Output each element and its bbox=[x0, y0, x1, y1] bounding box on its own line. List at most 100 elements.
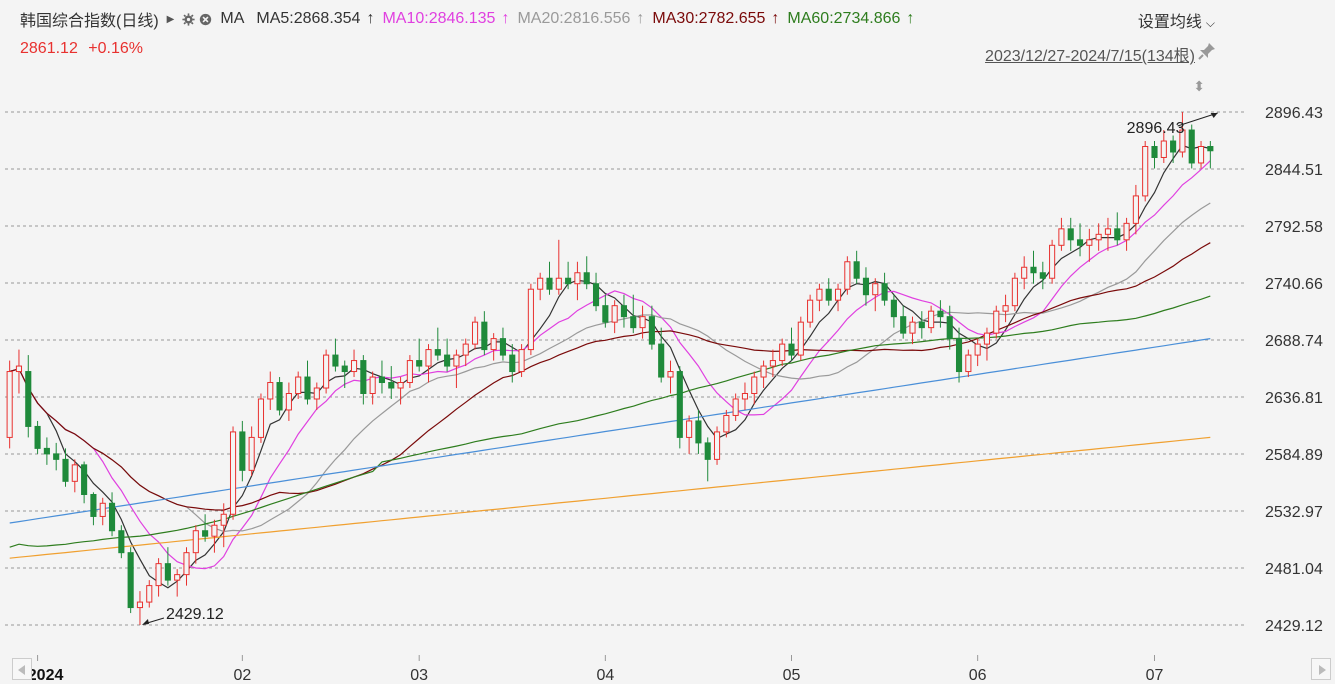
candle-body bbox=[192, 530, 199, 554]
ma10-line bbox=[9, 160, 1211, 570]
ma120-line bbox=[9, 338, 1211, 524]
candle-body bbox=[983, 332, 991, 345]
candle-body bbox=[397, 382, 404, 389]
candle-body bbox=[834, 288, 842, 301]
candle-body bbox=[81, 464, 88, 495]
candle-body bbox=[862, 277, 870, 296]
candle-body bbox=[1021, 266, 1028, 279]
candle-body bbox=[751, 376, 758, 395]
candle-body bbox=[555, 277, 562, 290]
x-tick-label: 02 bbox=[233, 667, 251, 684]
candle-body bbox=[1160, 140, 1167, 158]
candle-body bbox=[537, 277, 544, 290]
ma250-line bbox=[9, 436, 1211, 559]
candle-body bbox=[1039, 272, 1046, 279]
date-range[interactable]: 2023/12/27-2024/7/15(134根) bbox=[985, 48, 1195, 65]
gear-icon[interactable] bbox=[182, 12, 195, 26]
quote-line: 2861.12 +0.16% bbox=[20, 40, 143, 58]
candle-body bbox=[881, 283, 888, 301]
candle-body bbox=[1076, 239, 1084, 246]
close-icon[interactable] bbox=[199, 13, 212, 26]
ma-settings-button[interactable]: 设置均线 ⌵ bbox=[1138, 8, 1215, 32]
candle-body bbox=[15, 365, 23, 373]
candle-body bbox=[378, 376, 386, 384]
candle-body bbox=[1104, 228, 1112, 235]
chart-header: 韩国综合指数(日线) ▶ MA MA5:2868.354 ↑ MA10:2846.… bbox=[20, 8, 922, 30]
last-price: 2861.12 bbox=[20, 40, 78, 57]
candle-body bbox=[686, 420, 693, 438]
candle-body bbox=[118, 530, 125, 554]
vertical-resize-icon[interactable]: ⬍ bbox=[1193, 78, 1205, 94]
candle-body bbox=[639, 316, 646, 329]
time-scrollbar[interactable] bbox=[32, 663, 1311, 675]
x-tick-label: 07 bbox=[1146, 667, 1164, 684]
candle-body bbox=[797, 321, 804, 356]
ma20-value: MA20:2816.556 bbox=[517, 10, 631, 27]
ma30-line bbox=[9, 242, 1211, 511]
candle-body bbox=[453, 354, 460, 367]
candle-body bbox=[1151, 146, 1158, 158]
candle-body bbox=[816, 288, 823, 301]
candle-body bbox=[127, 552, 134, 609]
candle-body bbox=[807, 299, 814, 323]
ma20-line bbox=[9, 202, 1211, 533]
up-arrow-icon: ↑ bbox=[501, 10, 510, 27]
candle-body bbox=[676, 371, 683, 438]
candle-body bbox=[928, 310, 935, 329]
candle-body bbox=[1207, 146, 1214, 152]
pin-icon[interactable] bbox=[1197, 41, 1217, 61]
candle-body bbox=[518, 349, 525, 373]
ma60-line bbox=[9, 295, 1211, 548]
candle-body bbox=[658, 343, 665, 378]
ma-item-10: MA10:2846.135 ↑ bbox=[382, 10, 517, 28]
y-tick-label: 2584.89 bbox=[1265, 447, 1323, 464]
expand-triangle-icon[interactable]: ▶ bbox=[166, 13, 175, 25]
candle-body bbox=[146, 585, 153, 603]
candle-body bbox=[583, 272, 590, 285]
up-arrow-icon: ↑ bbox=[636, 10, 645, 27]
candle-body bbox=[527, 288, 534, 351]
candle-body bbox=[853, 261, 860, 279]
candle-body bbox=[574, 272, 581, 285]
candle-body bbox=[620, 305, 628, 318]
candle-body bbox=[220, 513, 227, 526]
candle-body bbox=[164, 563, 171, 581]
candle-body bbox=[667, 371, 674, 378]
candle-body bbox=[416, 360, 423, 367]
candle-body bbox=[918, 321, 925, 329]
ma5-value: MA5:2868.354 bbox=[256, 10, 361, 27]
scroll-right-button[interactable] bbox=[1311, 658, 1331, 680]
candle-body bbox=[732, 398, 739, 416]
candle-body bbox=[1011, 277, 1018, 307]
candle-body bbox=[25, 371, 32, 427]
candle-body bbox=[993, 310, 1000, 334]
candle-body bbox=[211, 524, 218, 537]
candle-body bbox=[304, 376, 311, 400]
candle-body bbox=[462, 343, 469, 356]
candle-body bbox=[174, 574, 181, 581]
candle-body bbox=[723, 414, 730, 433]
candle-body bbox=[844, 261, 851, 290]
candle-body bbox=[267, 382, 274, 400]
high-annotation: 2896.43 bbox=[1127, 120, 1185, 137]
candle-body bbox=[229, 431, 237, 515]
scroll-left-button[interactable] bbox=[12, 658, 32, 680]
x-tick-label: 05 bbox=[783, 667, 801, 684]
candle-body bbox=[136, 601, 144, 609]
candle-body bbox=[1142, 146, 1149, 197]
candle-body bbox=[611, 305, 618, 323]
candle-body bbox=[202, 530, 209, 537]
candle-body bbox=[313, 387, 320, 400]
y-tick-label: 2740.66 bbox=[1265, 276, 1323, 293]
candle-body bbox=[295, 376, 302, 395]
index-title: 韩国综合指数(日线) bbox=[20, 13, 159, 30]
ma-settings-label: 设置均线 bbox=[1137, 14, 1202, 31]
candle-body bbox=[62, 458, 69, 482]
candle-body bbox=[592, 283, 600, 307]
candle-body bbox=[937, 310, 944, 318]
candle-body bbox=[406, 360, 413, 384]
candle-body bbox=[1049, 244, 1056, 279]
arrow-icon bbox=[141, 619, 149, 625]
candle-body bbox=[1179, 129, 1186, 153]
